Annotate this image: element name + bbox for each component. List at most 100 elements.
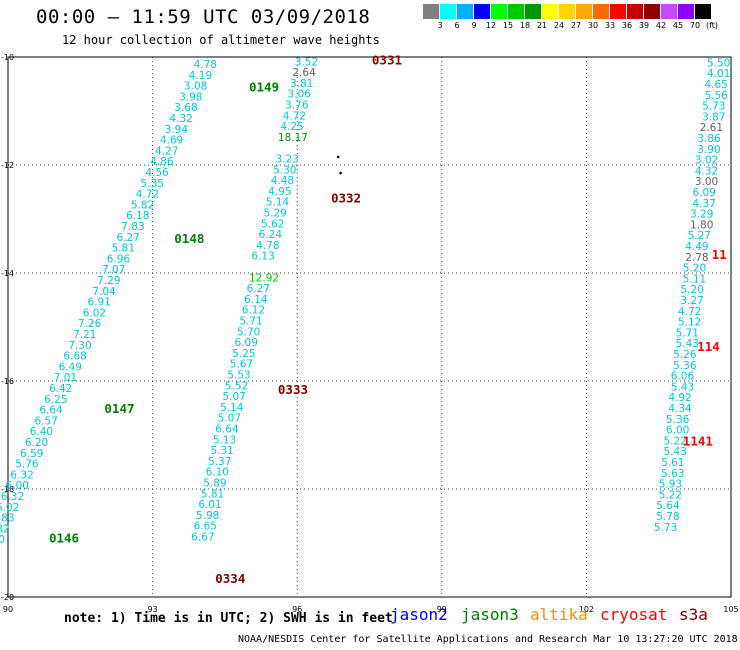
swh-value: 18.17 bbox=[278, 132, 308, 144]
track-id-label: 0334 bbox=[215, 571, 245, 586]
swh-value: 5.67 bbox=[230, 359, 253, 371]
swh-value: 6.96 bbox=[107, 253, 131, 265]
swh-value: 4.34 bbox=[668, 403, 692, 415]
swh-value: 6.67 bbox=[191, 532, 214, 544]
swh-value: 4.78 bbox=[194, 59, 217, 71]
legend-cryosat: cryosat bbox=[600, 605, 668, 624]
swh-value: 2.64 bbox=[292, 67, 316, 79]
scale-swatch bbox=[473, 4, 490, 19]
swh-value: 7.04 bbox=[92, 286, 116, 298]
swh-value: 5.27 bbox=[688, 230, 711, 242]
swh-value: 3.68 bbox=[174, 102, 197, 114]
map-frame bbox=[7, 56, 732, 598]
swh-value: 5.78 bbox=[656, 511, 679, 523]
swh-value: 4.72 bbox=[283, 110, 306, 122]
track-id-label: 0333 bbox=[278, 382, 308, 397]
swh-value: 2.78 bbox=[685, 252, 708, 264]
lon-tick-label: 105 bbox=[723, 605, 738, 614]
swh-value: 6.49 bbox=[59, 361, 82, 373]
swh-value: 5.62 bbox=[261, 218, 284, 230]
swh-value: 6.00 bbox=[666, 425, 689, 437]
swh-value: 5.07 bbox=[218, 413, 241, 425]
lon-tick-label: 99 bbox=[437, 605, 447, 614]
scale-label: 15 bbox=[502, 21, 514, 30]
scale-label: 18 bbox=[519, 21, 531, 30]
swh-value: 6.40 bbox=[30, 426, 53, 438]
scale-label: 9 bbox=[471, 21, 477, 30]
swh-value: 6.24 bbox=[259, 229, 283, 241]
swh-value: 6.14 bbox=[244, 294, 268, 306]
lon-tick-label: 90 bbox=[3, 605, 13, 614]
swh-value: 5.71 bbox=[676, 327, 699, 339]
track-id-label: 0147 bbox=[104, 401, 134, 416]
swh-value: 5.31 bbox=[210, 445, 233, 457]
swh-value: 3.86 bbox=[697, 133, 721, 145]
swh-value: 7.29 bbox=[97, 275, 120, 287]
swh-value: 6.09 bbox=[692, 187, 715, 199]
scale-label: 27 bbox=[570, 21, 582, 30]
swh-value: 6.27 bbox=[247, 283, 270, 295]
swh-value: 4.27 bbox=[155, 145, 178, 157]
lat-tick-label: -20 bbox=[1, 593, 14, 602]
swh-value: 6.27 bbox=[116, 232, 139, 244]
swh-value: 5.89 bbox=[203, 478, 226, 490]
track-id-label: 0331 bbox=[372, 53, 402, 68]
scale-swatch bbox=[524, 4, 541, 19]
swh-value: 5.70 bbox=[237, 326, 260, 338]
track-id-label: 0146 bbox=[49, 531, 79, 546]
swh-value: 5.35 bbox=[141, 178, 164, 190]
swh-value: 5.13 bbox=[213, 434, 236, 446]
swh-value: 4.37 bbox=[692, 198, 715, 210]
swh-value: 12.92 bbox=[249, 272, 279, 284]
swh-value: 5.11 bbox=[683, 273, 706, 285]
swh-value: 6.10 bbox=[206, 467, 229, 479]
track-id-label: 0149 bbox=[249, 80, 279, 95]
swh-value: 6.68 bbox=[63, 351, 86, 363]
swh-value: 5.61 bbox=[661, 457, 684, 469]
track-id-label: 0148 bbox=[174, 231, 204, 246]
swh-value: 5.22 bbox=[664, 435, 687, 447]
swh-value: 6.65 bbox=[194, 521, 217, 533]
swh-value: 6.06 bbox=[671, 371, 695, 383]
swh-value: 6.12 bbox=[242, 305, 265, 317]
swh-value: 7.21 bbox=[73, 329, 96, 341]
swh-value: 5.43 bbox=[671, 381, 694, 393]
swh-value: 5.37 bbox=[208, 456, 231, 468]
swh-value: 5.71 bbox=[239, 316, 262, 328]
lat-tick-label: -12 bbox=[1, 161, 14, 170]
swh-value: 3.76 bbox=[285, 100, 309, 112]
scale-swatch bbox=[507, 4, 524, 19]
swh-value: 4.69 bbox=[160, 135, 183, 147]
swh-value: 5.98 bbox=[196, 510, 219, 522]
swh-value: 5.20 bbox=[680, 284, 703, 296]
lon-tick-label: 93 bbox=[148, 605, 158, 614]
swh-value: 4.49 bbox=[685, 241, 708, 253]
swh-value: 5.56 bbox=[704, 90, 728, 102]
legend-s3a: s3a bbox=[679, 605, 708, 624]
swh-value: 5.50 bbox=[707, 57, 730, 69]
swh-value: 4.86 bbox=[150, 156, 174, 168]
swh-value: 6.02 bbox=[0, 502, 19, 514]
track-id-label: 114 bbox=[697, 339, 720, 354]
scale-label: 3 bbox=[437, 21, 443, 30]
scale-swatch bbox=[609, 4, 626, 19]
scale-label: 21 bbox=[536, 21, 548, 30]
swh-value: 6.82 bbox=[0, 523, 10, 535]
swh-value: 3.06 bbox=[288, 89, 312, 101]
swh-value: 5.43 bbox=[664, 446, 687, 458]
swh-value: 7.26 bbox=[78, 318, 102, 330]
swh-value: 5.81 bbox=[112, 243, 135, 255]
swh-value: 7.07 bbox=[102, 264, 125, 276]
swh-value: 6.25 bbox=[44, 394, 67, 406]
swh-value: 5.76 bbox=[15, 459, 39, 471]
lon-tick-label: 102 bbox=[579, 605, 594, 614]
header-subtitle: 12 hour collection of altimeter wave hei… bbox=[62, 33, 380, 47]
swh-value: 6.20 bbox=[25, 437, 48, 449]
scale-swatch bbox=[490, 4, 507, 19]
swh-value: 3.81 bbox=[290, 78, 313, 90]
scale-label: 6 bbox=[454, 21, 460, 30]
scale-label: 36 bbox=[621, 21, 633, 30]
swh-value: 6.91 bbox=[88, 297, 111, 309]
legend-jason3: jason3 bbox=[461, 605, 519, 624]
